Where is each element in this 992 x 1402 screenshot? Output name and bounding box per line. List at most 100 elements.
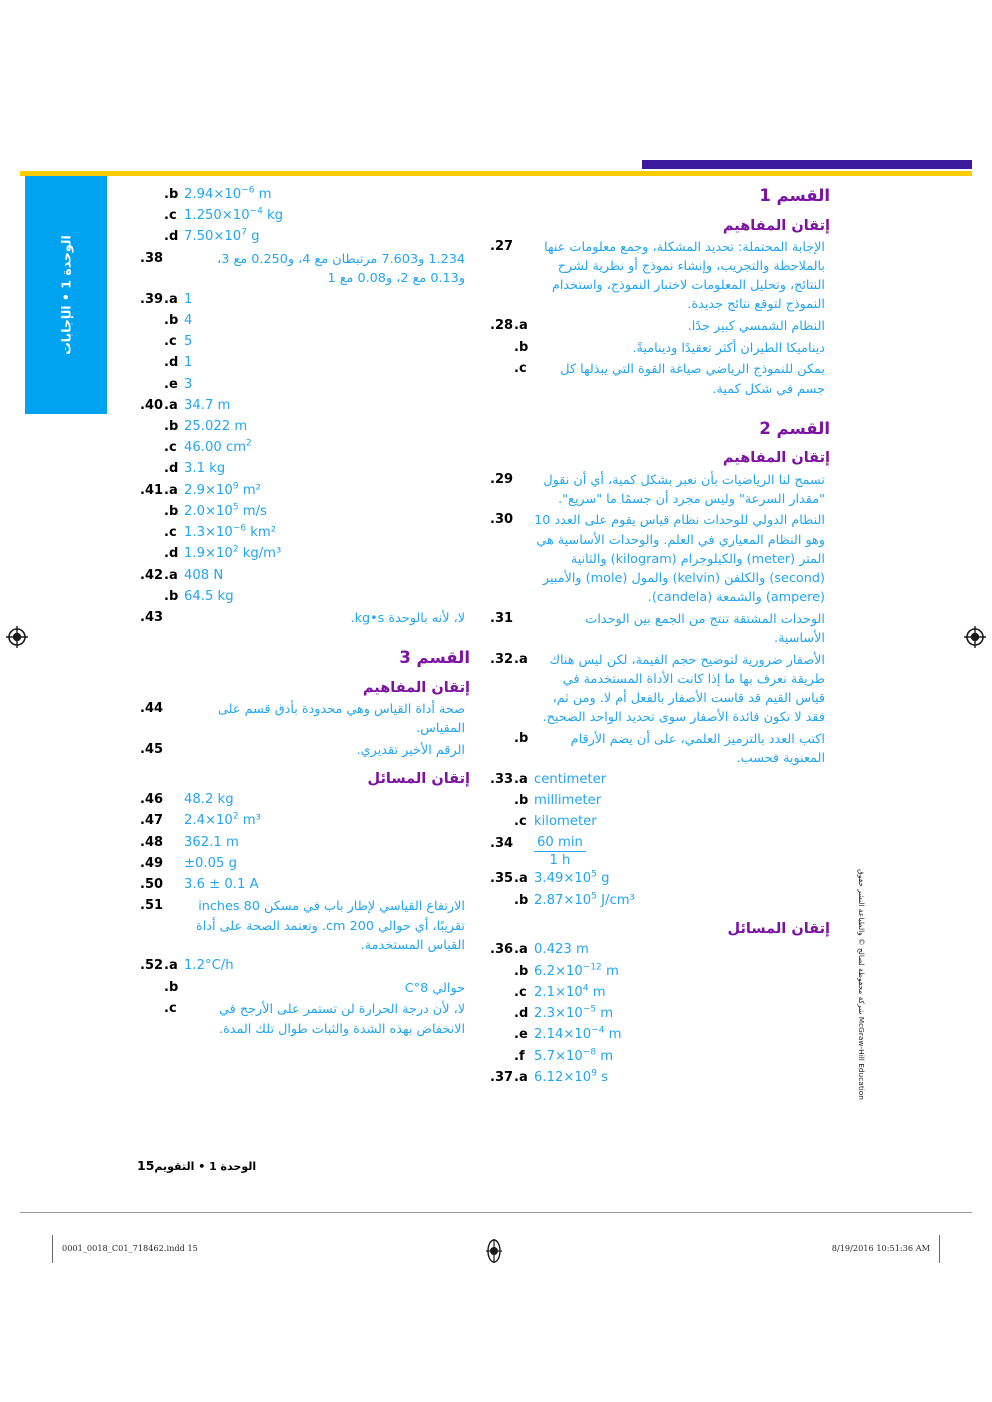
answer-number: 43. — [140, 610, 164, 626]
answer-letter: c. — [164, 1001, 177, 1017]
section-heading: القسم 2 — [759, 418, 830, 438]
answer-item: 32. a. الأصفار ضرورية لتوضيح حجم القيمة، ل… — [490, 651, 830, 728]
answer-text: النظام الشمسي كبير جدًا. — [687, 319, 825, 334]
answer-text: 408 N — [184, 567, 224, 583]
answer-item: 28. a. النظام الشمسي كبير جدًا. — [490, 317, 830, 336]
answer-letter: a. — [514, 651, 528, 667]
answer-number: 31. — [490, 610, 514, 626]
answers-column-right: القسم 1 إتقان المفاهيم 27. الإجابة المحتملة… — [490, 186, 830, 1090]
answer-text: يمكن للنموذج الرياضي صياغة القوة التي يب… — [560, 362, 825, 397]
answer-item: 33. a. centimeter — [490, 771, 830, 790]
answer-text: الإجابة المحتملة: تحديد المشكلة، وجمع مع… — [544, 239, 825, 313]
answer-item: 31. الوحدات المشتقة تنتج من الجمع بين الو… — [490, 610, 830, 648]
fraction-numerator: 60 min — [534, 835, 586, 852]
answer-item: 29. تسمح لنا الرياضيات بأن نعبر بشكل كمية… — [490, 471, 830, 509]
subsection-heading: إتقان المفاهيم — [722, 217, 830, 234]
answer-item: 52. a. 1.2°C/h — [140, 957, 470, 976]
answer-text: 2.4×102 m³ — [184, 812, 470, 831]
answer-number: 44. — [140, 701, 164, 717]
answer-item: 51. الارتفاع القياسي لإطار باب في مسكن 80… — [140, 897, 470, 955]
answer-item: 35. a. 3.49×105 g — [490, 870, 830, 889]
answer-letter: d. — [514, 1006, 529, 1022]
answer-letter: a. — [164, 397, 178, 413]
answer-item: d. 3.1 kg — [140, 460, 470, 479]
scientific-value: 2.87×105 J/cm³ — [534, 891, 635, 908]
answer-item: d. 1.9×102 kg/m³ — [140, 545, 470, 564]
answer-text: 2.3×10−5 m — [534, 1005, 830, 1024]
answer-letter: a. — [514, 871, 528, 887]
answer-text: 5 — [184, 334, 193, 350]
answer-text: 2.94×10−6 m — [184, 186, 470, 205]
answer-item: b. 64.5 kg — [140, 588, 470, 607]
answer-number: 40. — [140, 397, 164, 413]
subsection-heading: إتقان المسائل — [727, 921, 830, 938]
answer-number: 33. — [490, 771, 514, 787]
answer-item: e. 2.14×10−4 m — [490, 1026, 830, 1045]
answer-item: d. 1 — [140, 354, 470, 373]
answer-text: 2.0×105 m/s — [184, 503, 470, 522]
answer-number: 42. — [140, 567, 164, 583]
answer-item: 47. 2.4×102 m³ — [140, 812, 470, 831]
page-footer-label: الوحدة 1 • التقويم — [154, 1160, 257, 1173]
answer-text: الرقم الأخير تقديري. — [356, 742, 465, 758]
copyright-notice: McGraw-Hill Education شركة محفوظة لصالح … — [857, 869, 866, 1100]
scientific-value: 2.3×10−5 m — [534, 1004, 614, 1022]
slug-tick-right — [939, 1235, 940, 1263]
registration-mark-left — [6, 626, 28, 648]
answer-text: 3.1 kg — [184, 461, 226, 477]
section-heading: القسم 1 — [759, 186, 830, 205]
answer-number: 39. — [140, 291, 164, 307]
answer-item: c. لا، لأن درجة الحرارة لن تستمر على الأر… — [140, 1000, 470, 1038]
answer-number: 37. — [490, 1069, 514, 1085]
subsection-heading: إتقان المفاهيم — [722, 450, 830, 467]
scientific-value: 2.14×10−4 m — [534, 1026, 622, 1043]
answer-text: حوالي 8°C — [404, 980, 465, 996]
answer-letter: b. — [164, 187, 179, 202]
scientific-value: 2.4×102 m³ — [184, 812, 261, 829]
answer-letter: c. — [164, 334, 177, 350]
scientific-value: 2.0×105 m/s — [184, 502, 267, 519]
answer-letter: d. — [164, 355, 179, 371]
answer-text: 362.1 m — [184, 834, 239, 850]
answer-item: 27. الإجابة المحتملة: تحديد المشكلة، وجمع… — [490, 238, 830, 315]
answer-text: centimeter — [534, 771, 607, 787]
subsection-heading: إتقان المسائل — [367, 771, 470, 788]
answer-text: 64.5 kg — [184, 588, 234, 604]
scientific-value: 7.50×107 g — [184, 228, 260, 245]
answer-item: c. 1.3×10−6 km² — [140, 524, 470, 543]
section-heading: القسم 3 — [399, 648, 470, 668]
answer-text: millimeter — [534, 793, 602, 809]
answer-item: 50. 3.6 ± 0.1 A — [140, 876, 470, 895]
answer-letter: d. — [164, 461, 179, 477]
scientific-value: 1.3×10−6 km² — [184, 523, 277, 541]
answer-item: 48. 362.1 m — [140, 834, 470, 853]
scientific-value: 1.250×10−4 kg — [184, 206, 284, 224]
scientific-value: 2.94×10−6 m — [184, 185, 272, 202]
answer-item: 38. 1.234 و7.603 مرتبطان مع 4، و0.250 مع … — [140, 250, 470, 288]
page-footer: الوحدة 1 • التقويم15 — [128, 1158, 256, 1173]
answer-letter: d. — [164, 546, 179, 562]
answer-text: الارتفاع القياسي لإطار باب في مسكن 80 in… — [196, 899, 465, 953]
answer-number: 28. — [490, 318, 514, 333]
answer-letter: c. — [514, 361, 527, 377]
answer-text: اكتب العدد بالترميز العلمي، على أن يضم ا… — [570, 731, 825, 767]
answer-item: 39. a. 1 — [140, 291, 470, 310]
answer-letter: b. — [514, 730, 529, 746]
answer-number: 41. — [140, 482, 164, 498]
fraction-denominator: 1 h — [549, 852, 571, 868]
answer-number: 51. — [140, 898, 164, 914]
answer-item: 45. الرقم الأخير تقديري. — [140, 741, 470, 760]
answer-number: 49. — [140, 855, 164, 871]
answer-letter: c. — [164, 525, 177, 541]
answer-text: لا، لأن درجة الحرارة لن تستمر على الأرجح… — [219, 1002, 465, 1037]
answer-text: 1.250×10−4 kg — [184, 207, 470, 226]
answer-letter: b. — [514, 892, 529, 908]
answer-letter: a. — [164, 958, 178, 974]
answer-item: b. millimeter — [490, 792, 830, 811]
answer-text: ±0.05 g — [184, 855, 237, 871]
answer-number: 27. — [490, 238, 514, 254]
answer-text: 1.9×102 kg/m³ — [184, 545, 470, 564]
answer-letter: a. — [514, 1069, 528, 1085]
answer-text: 3.6 ± 0.1 A — [184, 877, 259, 893]
subsection-heading: إتقان المفاهيم — [362, 679, 470, 696]
